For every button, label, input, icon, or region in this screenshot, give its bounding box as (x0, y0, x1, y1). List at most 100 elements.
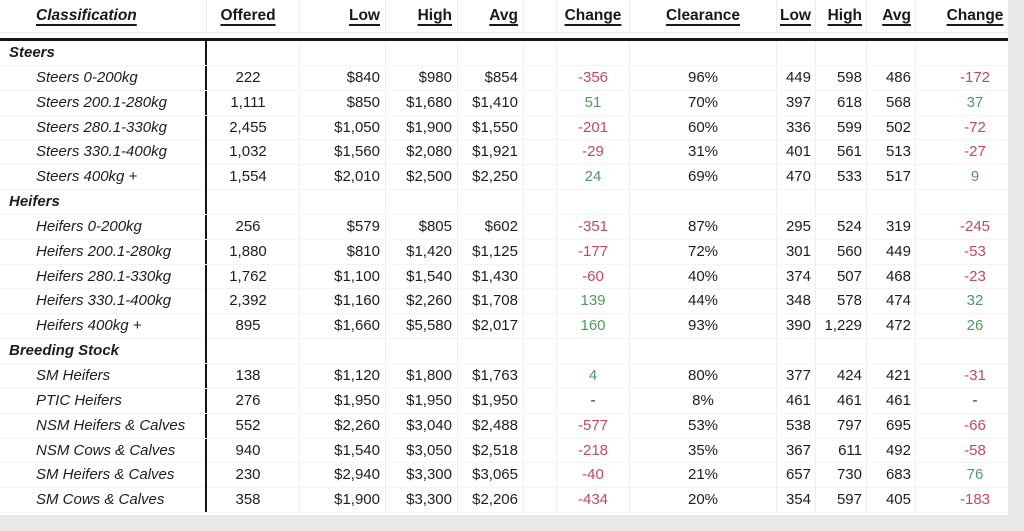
cell-avg2: 405 (867, 488, 916, 513)
cell-classification: NSM Heifers & Calves (0, 413, 207, 438)
table-row: PTIC Heifers 276 $1,950 $1,950 $1,950-8% 461 4… (0, 388, 1008, 414)
cell-avg: $2,488 (458, 413, 524, 438)
cell-high: $2,500 (386, 165, 458, 190)
cell-low2 (777, 41, 816, 66)
cell-change2: 37 (966, 93, 984, 111)
cell-avg2: 468 (867, 264, 916, 289)
cell-classification: Steers 200.1-280kg (0, 90, 207, 115)
cell-clearance: 44% (630, 289, 777, 314)
cell-high2: 618 (816, 90, 867, 115)
cell-classification: Steers 0-200kg (0, 65, 207, 91)
cell-avg: $2,017 (458, 314, 524, 339)
cell-avg2 (867, 41, 916, 66)
cell-low2: 295 (777, 214, 816, 240)
header-label-low: Low (349, 7, 380, 24)
cell-high: $2,080 (386, 140, 458, 165)
cell-offered: 256 (207, 214, 300, 240)
cell-change2 (916, 41, 1008, 65)
cell-low: $810 (300, 239, 386, 265)
cell-spacer (524, 438, 557, 463)
cell-high: $1,420 (386, 239, 458, 265)
cell-spacer (524, 65, 557, 91)
cell-avg: $2,518 (458, 438, 524, 463)
cell-classification: Steers 330.1-400kg (0, 140, 207, 165)
header-cell-avg2: Avg (867, 0, 916, 32)
cell-avg: $1,921 (458, 140, 524, 165)
cell-classification: Heifers (0, 190, 207, 215)
cell-avg (458, 190, 524, 215)
cell-avg2: 502 (867, 115, 916, 140)
cell-avg: $1,950 (458, 388, 524, 414)
cell-high: $3,050 (386, 438, 458, 463)
cell-high: $980 (386, 65, 458, 91)
table-row: SM Cows & Calves 358 $1,900 $3,300 $2,206 -43… (0, 488, 1008, 514)
cell-change: 160 (557, 314, 630, 339)
table-row: Steers 400kg +1,554 $2,010 $2,500 $2,250 24 6… (0, 165, 1008, 191)
cell-high2: 533 (816, 165, 867, 190)
cell-change: -201 (557, 115, 630, 140)
cell-high2: 599 (816, 115, 867, 140)
cell-low2: 657 (777, 463, 816, 488)
cell-high2: 1,229 (816, 314, 867, 339)
cell-classification: NSM Cows & Calves (0, 438, 207, 463)
cell-change2: -66 (964, 416, 986, 434)
cell-spacer (524, 190, 557, 215)
cell-high (386, 339, 458, 364)
cell-spacer (524, 314, 557, 339)
table-row: Steers 0-200kg 222 $840 $980 $854 -356 96% 449 5… (0, 65, 1008, 91)
table-row: NSM Heifers & Calves 552 $2,260 $3,040 $2,48… (0, 413, 1008, 439)
cell-spacer (524, 289, 557, 314)
table-header-row: Classification Offered Low High Avg Change Cle… (0, 0, 1008, 33)
header-cell-avg: Avg (458, 0, 524, 32)
cell-low2: 538 (777, 413, 816, 438)
cell-clearance: 93% (630, 314, 777, 339)
cell-clearance: 72% (630, 239, 777, 265)
cell-high2: 424 (816, 363, 867, 389)
cell-classification: Heifers 200.1-280kg (0, 239, 207, 265)
cell-spacer (524, 339, 557, 364)
cell-avg2: 319 (867, 214, 916, 240)
cell-offered (207, 41, 300, 66)
cell-high2: 611 (816, 438, 867, 463)
table-row: SM Heifers & Calves 230 $2,940 $3,300 $3,065… (0, 463, 1008, 489)
cell-change: -356 (557, 65, 630, 91)
group-row: Heifers (0, 190, 1008, 215)
header-label-offered: Offered (220, 7, 276, 24)
cell-low (300, 41, 386, 66)
cell-clearance (630, 190, 777, 215)
cell-low: $1,660 (300, 314, 386, 339)
cell-clearance: 60% (630, 115, 777, 140)
table-row: Steers 280.1-330kg 2,455 $1,050 $1,900 $1,55… (0, 115, 1008, 141)
cell-clearance: 96% (630, 65, 777, 91)
livestock-sale-table: Classification Offered Low High Avg Change Cle… (0, 0, 1008, 515)
cell-offered: 2,392 (207, 289, 300, 314)
cell-offered: 276 (207, 388, 300, 414)
cell-offered: 138 (207, 363, 300, 389)
cell-low: $2,010 (300, 165, 386, 190)
cell-classification: Heifers 280.1-330kg (0, 264, 207, 289)
cell-high2: 507 (816, 264, 867, 289)
cell-high (386, 190, 458, 215)
cell-high: $1,680 (386, 90, 458, 115)
cell-change2: -58 (964, 441, 986, 459)
cell-low2: 449 (777, 65, 816, 91)
cell-offered: 895 (207, 314, 300, 339)
cell-change: -577 (557, 413, 630, 438)
table-row: NSM Cows & Calves 940 $1,540 $3,050 $2,518 -2… (0, 438, 1008, 464)
cell-low2: 348 (777, 289, 816, 314)
cell-clearance (630, 339, 777, 364)
cell-low2 (777, 339, 816, 364)
cell-avg2 (867, 190, 916, 215)
cell-high: $3,300 (386, 488, 458, 513)
cell-avg: $602 (458, 214, 524, 240)
cell-high: $1,540 (386, 264, 458, 289)
header-cell-change2: Change (916, 0, 1008, 32)
cell-spacer (524, 239, 557, 265)
header-cell-clearance: Clearance (630, 0, 777, 32)
cell-avg: $1,125 (458, 239, 524, 265)
cell-change2: -27 (964, 143, 986, 161)
cell-low2: 377 (777, 363, 816, 389)
cell-avg2: 513 (867, 140, 916, 165)
header-label-low2: Low (780, 7, 811, 24)
